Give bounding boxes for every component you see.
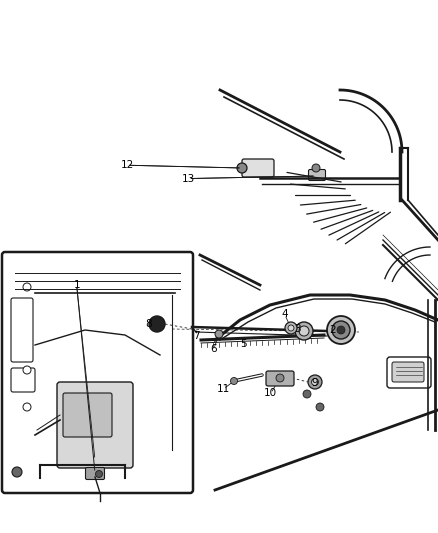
- Text: 1: 1: [73, 280, 80, 290]
- FancyBboxPatch shape: [242, 159, 274, 177]
- Circle shape: [337, 326, 345, 334]
- FancyBboxPatch shape: [266, 371, 294, 386]
- FancyBboxPatch shape: [85, 467, 105, 480]
- Circle shape: [149, 316, 165, 332]
- Text: 9: 9: [311, 378, 318, 387]
- Circle shape: [308, 375, 322, 389]
- Circle shape: [12, 467, 22, 477]
- Circle shape: [237, 163, 247, 173]
- Text: 3: 3: [294, 325, 301, 334]
- Circle shape: [215, 330, 223, 338]
- FancyBboxPatch shape: [63, 393, 112, 437]
- Circle shape: [316, 403, 324, 411]
- Text: 5: 5: [240, 339, 247, 349]
- Text: 12: 12: [120, 160, 134, 170]
- Text: 10: 10: [264, 389, 277, 398]
- Circle shape: [303, 390, 311, 398]
- Circle shape: [230, 377, 237, 384]
- Text: 11: 11: [217, 384, 230, 394]
- FancyBboxPatch shape: [392, 362, 424, 382]
- Circle shape: [327, 316, 355, 344]
- Text: 7: 7: [193, 331, 200, 341]
- FancyBboxPatch shape: [57, 382, 133, 468]
- Circle shape: [285, 322, 297, 334]
- FancyBboxPatch shape: [11, 298, 33, 362]
- Circle shape: [288, 325, 294, 331]
- Circle shape: [295, 322, 313, 340]
- Circle shape: [311, 378, 318, 385]
- Circle shape: [95, 471, 102, 478]
- FancyBboxPatch shape: [387, 357, 431, 388]
- Text: 8: 8: [145, 319, 152, 329]
- Circle shape: [312, 164, 320, 172]
- FancyBboxPatch shape: [11, 368, 35, 392]
- Circle shape: [23, 283, 31, 291]
- Text: 4: 4: [281, 310, 288, 319]
- Text: 2: 2: [329, 326, 336, 335]
- Text: 13: 13: [182, 174, 195, 183]
- FancyBboxPatch shape: [308, 169, 325, 181]
- Circle shape: [23, 403, 31, 411]
- Circle shape: [276, 374, 284, 382]
- FancyBboxPatch shape: [2, 252, 193, 493]
- Circle shape: [23, 366, 31, 374]
- Circle shape: [299, 326, 309, 336]
- Circle shape: [332, 321, 350, 339]
- Text: 6: 6: [210, 344, 217, 354]
